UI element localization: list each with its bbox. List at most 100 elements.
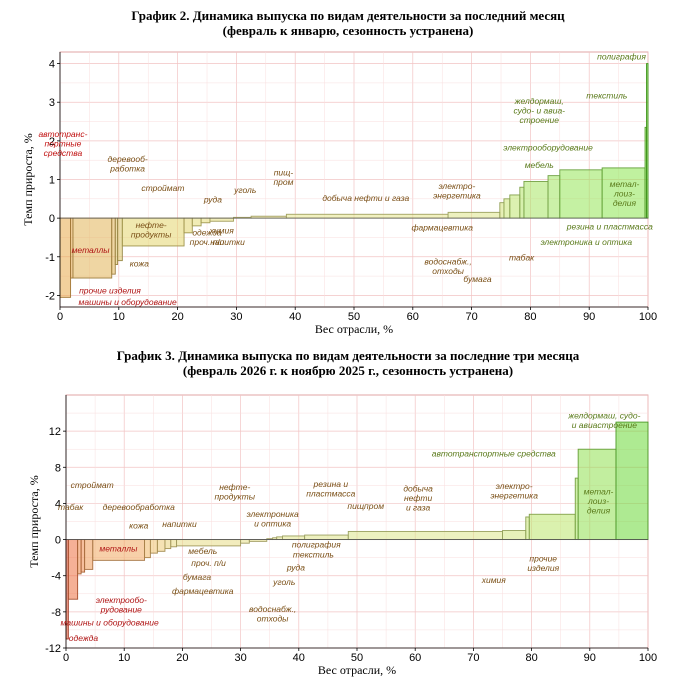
- chart-2-category-label: металлы: [72, 245, 111, 255]
- chart-3-category-label-line: машины и оборудование: [61, 617, 159, 627]
- chart-2-category-label: табак: [509, 253, 535, 263]
- chart-2-ytick-label: 2: [49, 136, 55, 148]
- chart-3-category-label-line: фармацевтика: [172, 586, 234, 596]
- chart-3-ytick-label: -8: [51, 607, 61, 619]
- chart-2-xtick-label: 30: [230, 311, 242, 323]
- chart-3-category-label-line: деревообработка: [103, 502, 175, 512]
- chart-2-category-label-line: резина и пластмасса: [566, 222, 653, 232]
- chart-3-bar: [276, 536, 283, 541]
- chart-2-category-label-line: напитки: [210, 237, 245, 247]
- chart-3-category-label-line: энергетика: [490, 490, 538, 500]
- chart-2-xtick-label: 60: [407, 311, 419, 323]
- chart-3-ytick-label: 4: [55, 498, 61, 510]
- chart-2-category-label: электрооборудование: [503, 143, 593, 153]
- chart-2-bar: [447, 211, 501, 219]
- chart-3-category-label-line: добыча: [403, 484, 433, 494]
- chart-2-xtick-label: 50: [348, 311, 360, 323]
- chart-3-category-label-line: электрообо-: [96, 595, 147, 605]
- chart-2-category-label-line: энергетика: [433, 191, 481, 201]
- chart-3-category-label-line: резина и: [313, 479, 349, 489]
- chart-2-category-label: желдормаш, судо- и авиа-строение: [513, 96, 565, 125]
- chart-2-bar: [183, 217, 193, 234]
- chart-3-xtick-label: 100: [639, 652, 657, 664]
- chart-2-xtick-label: 80: [524, 311, 536, 323]
- chart-2-category-label-line: кожа: [130, 258, 149, 268]
- chart-3-category-label-line: металлы: [99, 543, 138, 553]
- chart-2-category-label-line: табак: [509, 253, 535, 263]
- chart-2-category-label: электро-энергетика: [433, 181, 481, 201]
- chart-3-category-label: машины и оборудование: [61, 617, 159, 627]
- chart-2-ytick-label: -2: [45, 290, 55, 302]
- chart-3-category-label: одежда: [69, 633, 99, 643]
- chart-2-category-label: резина и пластмасса: [566, 222, 653, 232]
- chart-3-category-label-line: одежда: [69, 633, 99, 643]
- chart-3-category-label: химия: [481, 575, 507, 585]
- chart-2-category-label: напитки: [210, 237, 245, 247]
- chart-2-category-label-line: бумага: [463, 274, 491, 284]
- chart-2-category-label-line: электрооборудование: [503, 143, 593, 153]
- chart-2-bar: [285, 213, 449, 219]
- chart-3-category-label-line: бумага: [183, 572, 211, 582]
- chart-2-category-label-line: отходы: [432, 266, 464, 276]
- chart-3-category-label: пищпром: [347, 501, 384, 511]
- chart-3-title-line1: График 3. Динамика выпуска по видам деят…: [116, 348, 580, 363]
- chart-3-category-label-line: нефти: [404, 493, 432, 503]
- chart-3-category-label-line: табак: [58, 502, 84, 512]
- chart-2-category-label-line: строение: [519, 115, 559, 125]
- chart-2-svg: 0 10 20 30 40 50 60 70 80 90 100 -2 -1 0 1 2 3 4 Вес отрас…: [21, 51, 657, 336]
- chart-2-category-label-line: пищ-: [274, 168, 294, 178]
- chart-2-category-label: бумага: [463, 274, 491, 284]
- chart-2-bar: [111, 217, 116, 275]
- chart-2-category-label-line: автотранс-: [38, 129, 87, 139]
- chart-3-category-label-line: лоиз-: [587, 496, 609, 506]
- chart-2-category-label: строймат: [141, 183, 184, 193]
- chart-2-category-label: уголь: [233, 185, 256, 195]
- chart-3-category-label-line: и газа: [406, 503, 431, 513]
- chart-3-category-label-line: строймат: [71, 480, 114, 490]
- chart-3-ytick-label: 8: [55, 462, 61, 474]
- chart-3-bar: [528, 513, 576, 541]
- chart-3-category-label-line: пищпром: [347, 501, 384, 511]
- chart-2-category-label-line: деревооб-: [108, 154, 148, 164]
- chart-2-ytick-label: 4: [49, 59, 55, 71]
- chart-3-xtick-label: 90: [584, 652, 596, 664]
- chart-2-category-label-line: химия: [209, 226, 235, 236]
- chart-2-category-label-line: машины и оборудование: [79, 297, 177, 307]
- chart-2-bar: [59, 217, 72, 298]
- chart-2-category-label-line: работка: [109, 164, 145, 174]
- chart-3-y-axis-label: Темп прироста, %: [27, 475, 41, 567]
- chart-2-bar: [499, 202, 505, 219]
- chart-3-category-label-line: кожа: [129, 521, 148, 531]
- chart-2-bar: [519, 186, 525, 219]
- chart-2-bar: [200, 217, 211, 224]
- chart-3-category-label-line: полиграфия: [292, 540, 341, 550]
- chart-2-category-label-line: портные: [45, 139, 82, 149]
- chart-2-category-label: руда: [203, 195, 222, 205]
- chart-3-category-label: мебель: [188, 546, 217, 556]
- chart-3-category-label: уголь: [272, 577, 295, 587]
- chart-2-xtick-label: 100: [639, 311, 657, 323]
- chart-2-category-label-line: судо- и авиа-: [513, 106, 565, 116]
- chart-2-category-label-line: лоиз-: [613, 189, 635, 199]
- chart-3-bar: [240, 539, 250, 544]
- chart-3-title-line2: (февраль 2026 г. к ноябрю 2025 г., сезон…: [182, 363, 514, 378]
- chart-2-category-label: метал-лоиз-делия: [610, 179, 640, 208]
- chart-2-category-label: машины и оборудование: [79, 297, 177, 307]
- chart-3-category-label: электроника и оптика: [247, 509, 299, 529]
- chart-2-category-label: добыча нефти и газа: [322, 193, 409, 203]
- chart-3-category-label: электро-энергетика: [490, 481, 538, 501]
- chart-3-category-label: руда: [286, 562, 305, 572]
- chart-2-category-label: кожа: [130, 258, 149, 268]
- chart-2-ytick-label: 1: [49, 175, 55, 187]
- chart-2-ytick-label: 3: [49, 97, 55, 109]
- chart-2-category-label-line: мебель: [525, 160, 554, 170]
- chart-2-category-label-line: желдормаш,: [514, 96, 564, 106]
- chart-2-ytick-label: -1: [45, 252, 55, 264]
- chart-3-bar: [77, 539, 82, 575]
- chart-3-category-label-line: отходы: [257, 613, 289, 623]
- chart-3-category-label-line: делия: [587, 505, 611, 515]
- chart-3-category-label-line: метал-: [584, 486, 614, 496]
- chart-3-bar: [170, 539, 178, 548]
- chart-3-bar: [156, 539, 166, 552]
- chart-3-bar: [144, 539, 151, 559]
